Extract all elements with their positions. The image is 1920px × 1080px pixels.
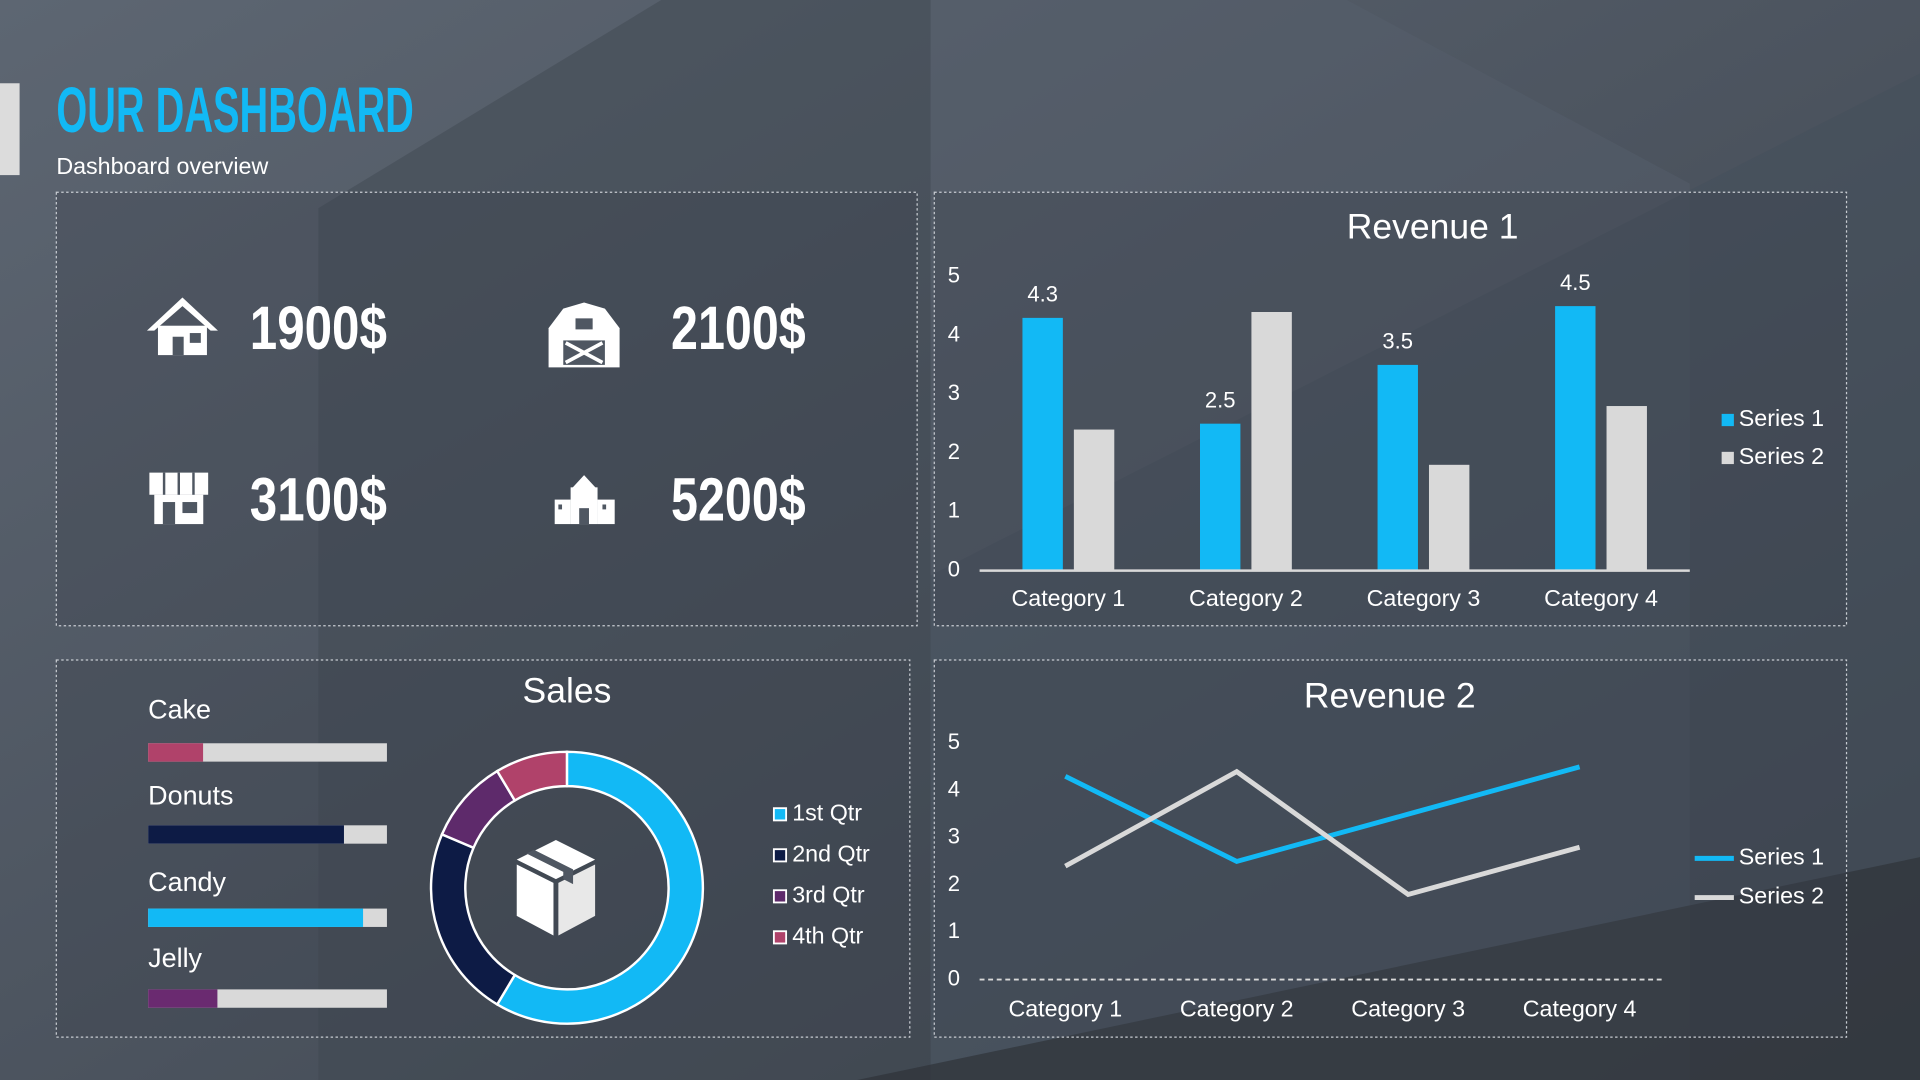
house-icon [146, 297, 218, 356]
donut-segment [495, 750, 705, 1025]
x-tick-label: Category 3 [1351, 995, 1465, 1021]
revenue2-panel [933, 659, 1848, 1038]
bar [1377, 364, 1418, 571]
y-tick-label: 4 [948, 776, 960, 801]
page-subtitle: Dashboard overview [56, 153, 268, 179]
bar [1251, 312, 1292, 571]
x-tick-label: Category 2 [1189, 585, 1303, 611]
shop-icon [149, 472, 209, 525]
legend-swatch [1721, 451, 1734, 465]
page-title: OUR DASHBOARD [56, 75, 414, 146]
bar [1200, 423, 1241, 571]
legend-label: 3rd Qtr [792, 881, 865, 907]
legend-swatch [772, 930, 788, 945]
barn-icon [548, 302, 620, 368]
x-tick-label: Category 4 [1523, 995, 1637, 1021]
data-label: 4.5 [1560, 270, 1591, 295]
data-label: 4.3 [1027, 282, 1058, 307]
x-tick-label: Category 3 [1367, 585, 1481, 611]
legend-swatch [772, 889, 788, 904]
data-label: 3.5 [1382, 329, 1413, 354]
y-tick-label: 4 [948, 321, 960, 346]
chart-title: Revenue 2 [1304, 675, 1476, 715]
chart-title: Sales [523, 670, 612, 710]
box-icon [516, 840, 596, 936]
legend-label: Series 2 [1739, 443, 1824, 469]
progress-label: Candy [148, 867, 226, 897]
x-tick-label: Category 4 [1544, 585, 1658, 611]
line-series [1064, 768, 1581, 898]
chart-title: Revenue 1 [1347, 206, 1519, 246]
y-tick-label: 3 [948, 380, 960, 405]
donut-segment [495, 750, 569, 803]
school-icon [554, 475, 615, 525]
kpi-value: 3100$ [250, 466, 387, 534]
bar [1428, 464, 1470, 571]
progress-track [148, 743, 387, 762]
y-tick-label: 0 [948, 556, 960, 581]
kpi-value: 2100$ [671, 294, 806, 362]
y-tick-label: 2 [948, 439, 960, 464]
kpi-value: 5200$ [671, 466, 806, 534]
legend-label: Series 1 [1739, 405, 1824, 431]
bar [1022, 317, 1063, 571]
legend-label: 2nd Qtr [792, 840, 870, 866]
data-label: 2.5 [1205, 387, 1236, 412]
y-tick-label: 0 [948, 965, 960, 990]
y-tick-label: 1 [948, 918, 960, 943]
progress-bar [148, 825, 344, 844]
bar [1555, 306, 1596, 571]
progress-label: Cake [148, 695, 211, 725]
progress-label: Jelly [148, 943, 202, 973]
legend-label: Series 2 [1739, 883, 1824, 909]
legend-label: 1st Qtr [792, 799, 862, 825]
accent-bar [0, 83, 20, 176]
x-tick-label: Category 2 [1180, 995, 1294, 1021]
legend-label: 4th Qtr [792, 922, 863, 948]
progress-bar [148, 908, 364, 927]
legend-swatch [1721, 413, 1734, 427]
progress-label: Donuts [148, 780, 233, 810]
x-tick-label: Category 1 [1012, 585, 1126, 611]
progress-bar [148, 743, 204, 762]
x-tick-label: Category 1 [1008, 995, 1122, 1021]
y-tick-label: 5 [948, 729, 960, 754]
legend-swatch [772, 807, 788, 822]
bar [1073, 429, 1115, 571]
progress-bar [148, 989, 218, 1008]
y-tick-label: 1 [948, 498, 960, 523]
bar [1606, 406, 1647, 571]
legend-swatch [772, 848, 788, 863]
y-tick-label: 3 [948, 824, 960, 849]
y-tick-label: 2 [948, 871, 960, 896]
y-tick-label: 5 [948, 263, 960, 288]
kpi-value: 1900$ [250, 294, 387, 362]
legend-label: Series 1 [1739, 844, 1824, 870]
kpi-panel [55, 191, 918, 627]
